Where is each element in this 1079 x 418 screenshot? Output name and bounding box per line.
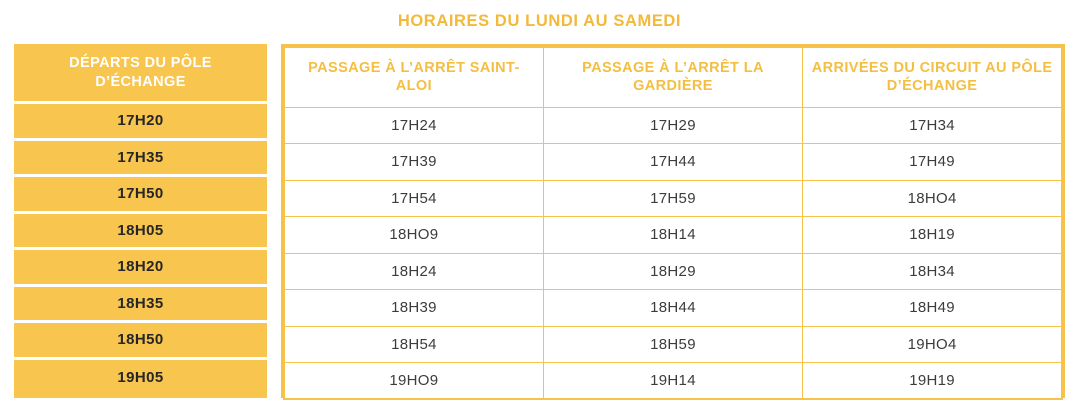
departure-time-cell: 18H05 — [14, 214, 267, 250]
departure-time-cell: 18H50 — [14, 323, 267, 360]
stop-time-cell: 18H29 — [542, 252, 804, 290]
arrival-time-cell: 17H34 — [802, 106, 1064, 144]
stop-time-cell: 17H54 — [282, 179, 544, 217]
departure-time-cell: 18H20 — [14, 250, 267, 287]
stop-time-cell: 17H59 — [542, 179, 804, 217]
table-row: 18H39 18H44 18H49 — [282, 289, 1064, 327]
stop-time-cell: 18HO9 — [282, 216, 544, 254]
stop-time-cell: 19HO9 — [282, 362, 544, 400]
table-row: 18H54 18H59 19HO4 — [282, 325, 1064, 363]
table-row: 17H54 17H59 18HO4 — [282, 179, 1064, 217]
stop-time-cell: 18H59 — [542, 325, 804, 363]
stops-table: PASSAGE À L’ARRÊT SAINT-ALOI PASSAGE À L… — [282, 46, 1064, 400]
stop-time-cell: 18H24 — [282, 252, 544, 290]
stop-time-cell: 17H29 — [542, 106, 804, 144]
departure-time-cell: 17H50 — [14, 177, 267, 214]
stop-time-cell: 18H14 — [542, 216, 804, 254]
column-header-arrivees: ARRIVÉES DU CIRCUIT AU PÔLE D’ÉCHANGE — [802, 46, 1064, 108]
arrival-time-cell: 18H34 — [802, 252, 1064, 290]
departures-column: DÉPARTS DU PÔLE D’ÉCHANGE 17H20 17H35 17… — [14, 44, 267, 398]
table-row: 17H24 17H29 17H34 — [282, 106, 1064, 144]
stop-time-cell: 17H44 — [542, 143, 804, 181]
stop-time-cell: 17H24 — [282, 106, 544, 144]
arrival-time-cell: 18H19 — [802, 216, 1064, 254]
column-header-la-gardiere: PASSAGE À L’ARRÊT LA GARDIÈRE — [542, 46, 804, 108]
stop-time-cell: 18H44 — [542, 289, 804, 327]
stop-time-cell: 17H39 — [282, 143, 544, 181]
stop-time-cell: 18H39 — [282, 289, 544, 327]
arrival-time-cell: 19H19 — [802, 362, 1064, 400]
arrival-time-cell: 18H49 — [802, 289, 1064, 327]
page-title: HORAIRES DU LUNDI AU SAMEDI — [397, 12, 682, 30]
departure-time-cell: 17H20 — [14, 104, 267, 141]
arrival-time-cell: 17H49 — [802, 143, 1064, 181]
table-header-row: PASSAGE À L’ARRÊT SAINT-ALOI PASSAGE À L… — [282, 46, 1064, 108]
stop-time-cell: 18H54 — [282, 325, 544, 363]
column-header-departures: DÉPARTS DU PÔLE D’ÉCHANGE — [14, 44, 267, 104]
stops-grid: PASSAGE À L’ARRÊT SAINT-ALOI PASSAGE À L… — [281, 44, 1065, 400]
table-row: 19HO9 19H14 19H19 — [282, 362, 1064, 400]
departure-time-cell: 17H35 — [14, 141, 267, 177]
table-row: 17H39 17H44 17H49 — [282, 143, 1064, 181]
column-header-saint-aloi: PASSAGE À L’ARRÊT SAINT-ALOI — [282, 46, 544, 108]
arrival-time-cell: 19HO4 — [802, 325, 1064, 363]
table-row: 18HO9 18H14 18H19 — [282, 216, 1064, 254]
schedule-table: DÉPARTS DU PÔLE D’ÉCHANGE 17H20 17H35 17… — [14, 44, 1065, 400]
departure-time-cell: 19H05 — [117, 369, 164, 387]
stop-time-cell: 19H14 — [542, 362, 804, 400]
arrival-time-cell: 18HO4 — [802, 179, 1064, 217]
departure-time-cell: 18H35 — [14, 287, 267, 323]
table-row: 18H24 18H29 18H34 — [282, 252, 1064, 290]
